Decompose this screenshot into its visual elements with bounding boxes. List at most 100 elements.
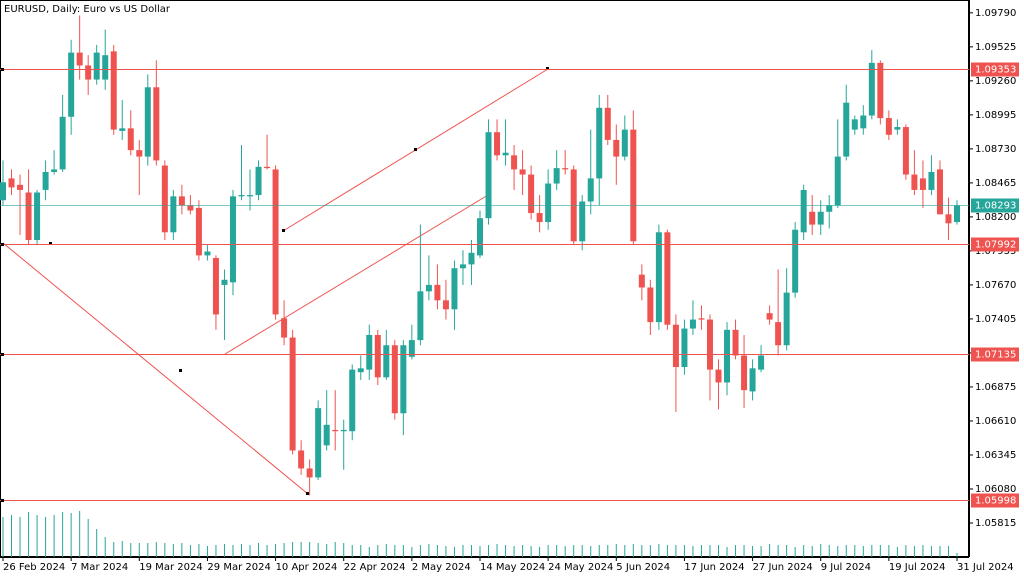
candle-body — [885, 118, 892, 135]
candle-body — [698, 318, 705, 320]
level-anchor — [1, 499, 4, 502]
candle-body — [349, 369, 356, 432]
candle-body — [928, 171, 935, 190]
level-label-box — [971, 237, 1019, 252]
candle-body — [468, 252, 475, 265]
candle-body — [851, 119, 858, 130]
candle-body — [229, 196, 236, 283]
candle-body — [264, 166, 271, 169]
candle-body — [315, 408, 322, 478]
candle-body — [783, 292, 790, 346]
candle-body — [715, 369, 722, 383]
x-tick-label: 5 Jun 2024 — [616, 562, 670, 573]
candle-body — [119, 128, 126, 131]
y-tick-label: 1.08200 — [975, 212, 1016, 223]
candle-body — [630, 129, 637, 242]
candle-body — [323, 424, 330, 446]
candle-body — [366, 334, 373, 370]
y-tick-label: 1.06345 — [975, 450, 1016, 461]
candle-body — [843, 102, 850, 157]
x-tick-label: 19 Jul 2024 — [889, 562, 946, 573]
candle-body — [689, 319, 696, 329]
candle-body — [127, 128, 134, 151]
candle-body — [528, 174, 535, 214]
candle-body — [51, 169, 58, 172]
candle-body — [187, 205, 194, 211]
y-tick-label: 1.05815 — [975, 518, 1016, 529]
candle-body — [76, 52, 83, 66]
candle-body — [868, 62, 875, 116]
candle-body — [562, 168, 569, 170]
y-tick-label: 1.09525 — [975, 42, 1016, 53]
candle-body — [59, 116, 66, 170]
y-tick-label: 1.08995 — [975, 110, 1016, 121]
candle-body — [408, 340, 415, 357]
candle-body — [247, 195, 254, 197]
x-tick-label: 29 Mar 2024 — [207, 562, 270, 573]
y-tick-label: 1.06875 — [975, 382, 1016, 393]
candle-body — [0, 182, 6, 201]
candle-body — [153, 87, 160, 161]
candle-body — [902, 127, 909, 175]
candle-body — [195, 207, 202, 256]
candle-body — [834, 156, 841, 206]
candle-body — [281, 318, 288, 338]
candle-body — [442, 300, 449, 310]
candle-body — [110, 51, 117, 130]
candle-body — [741, 355, 748, 391]
candle-body — [877, 62, 884, 119]
candle-body — [238, 195, 245, 197]
candle-body — [383, 345, 390, 378]
x-tick-label: 9 Jul 2024 — [821, 562, 871, 573]
level-label: 1.07992 — [975, 240, 1016, 251]
candle-body — [800, 189, 807, 233]
candle-body — [34, 192, 41, 240]
candle-body — [860, 115, 867, 129]
y-tick-label: 1.06080 — [975, 484, 1016, 495]
candle-body — [758, 355, 765, 370]
anchor — [546, 67, 549, 70]
x-tick-label: 10 Apr 2024 — [276, 562, 338, 573]
candle-body — [724, 329, 731, 383]
candle-body — [494, 132, 501, 156]
candle-body — [638, 274, 645, 288]
level-anchor — [1, 353, 4, 356]
anchor — [179, 369, 182, 372]
candle-body — [766, 313, 773, 320]
candle-body — [485, 132, 492, 219]
anchor — [306, 492, 309, 495]
y-tick-label: 1.09790 — [975, 8, 1016, 19]
candle-body — [732, 329, 739, 356]
candle-body — [911, 174, 918, 190]
candle-body — [425, 284, 432, 292]
x-tick-label: 24 May 2024 — [548, 562, 613, 573]
x-tick-label: 19 Mar 2024 — [139, 562, 202, 573]
candle-body — [459, 264, 466, 269]
y-tick-label: 1.07670 — [975, 280, 1016, 291]
candle-body — [545, 183, 552, 223]
candle-body — [613, 139, 620, 157]
candle-body — [85, 65, 92, 80]
candle-body — [655, 232, 662, 323]
candle-body — [553, 168, 560, 184]
level-label: 1.07135 — [975, 350, 1016, 361]
candle-body — [68, 52, 75, 117]
candle-body — [42, 171, 49, 190]
x-tick-label: 26 Feb 2024 — [3, 562, 65, 573]
level-label-box — [971, 62, 1019, 77]
trendline — [224, 194, 489, 355]
candle-body — [809, 211, 816, 225]
candle-body — [161, 165, 168, 233]
candle-body — [374, 334, 381, 378]
candle-body — [102, 55, 109, 80]
candle-body — [255, 166, 262, 196]
plot-area — [0, 0, 969, 557]
candle-body — [136, 150, 143, 157]
y-tick-label: 1.09260 — [975, 76, 1016, 87]
candle-body — [749, 368, 756, 392]
anchor — [49, 242, 52, 245]
candle-body — [25, 192, 32, 240]
level-anchor — [1, 68, 4, 71]
candle-body — [826, 205, 833, 212]
